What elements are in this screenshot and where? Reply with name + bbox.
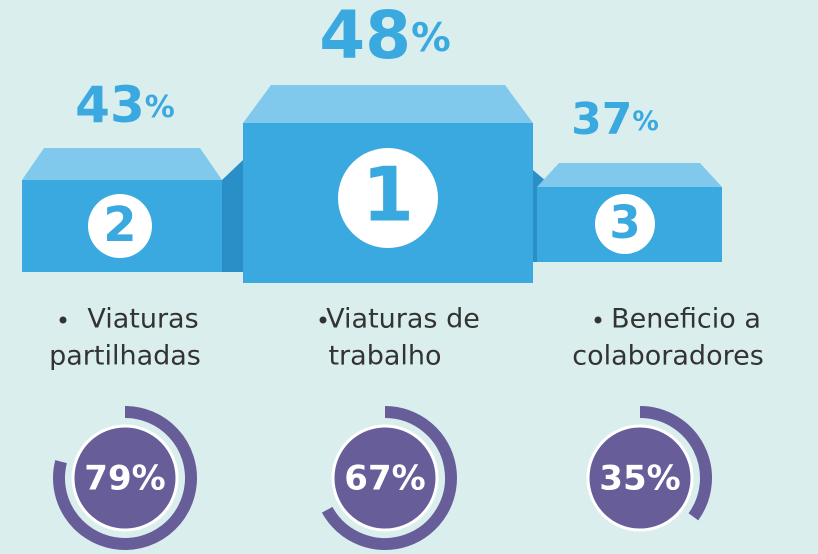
percent-sign: %	[411, 15, 451, 61]
percent-value: 43	[75, 76, 145, 134]
percent-sign: %	[145, 90, 175, 125]
gauge-label: 79%	[84, 459, 165, 499]
bullet	[319, 316, 327, 324]
gauge-label: 67%	[344, 459, 425, 499]
podium-top	[537, 163, 722, 187]
rank-badge	[338, 148, 438, 248]
percent: 43%	[75, 76, 175, 134]
rank-badge	[88, 194, 152, 258]
percent: 48%	[319, 0, 451, 74]
gauge-label: 35%	[599, 459, 680, 499]
gauge-arc	[321, 406, 457, 550]
label-line: colaboradores	[572, 341, 764, 372]
bullet	[594, 316, 602, 324]
label-line: trabalho	[328, 341, 441, 372]
percent-sign: %	[632, 106, 658, 137]
rank-number: 3	[609, 196, 640, 249]
podium-top	[22, 148, 222, 180]
percent-value: 37	[571, 94, 632, 145]
gauge-center	[331, 424, 439, 532]
rank-number: 2	[103, 197, 136, 253]
label-line: partilhadas	[49, 341, 201, 372]
bullet	[59, 316, 67, 324]
podium-side	[222, 160, 243, 272]
rank-badge	[595, 194, 655, 254]
podium-top	[243, 85, 533, 123]
label-line: Viaturas de	[326, 304, 480, 335]
label-line: Beneficio a	[611, 304, 761, 335]
percent-value: 48	[319, 0, 411, 74]
gauge-arc	[53, 406, 197, 550]
rank-number: 1	[362, 151, 414, 239]
gauge-arc	[639, 406, 712, 521]
percent: 37%	[571, 94, 659, 145]
label-line: Viaturas	[87, 304, 198, 335]
gauge-center	[586, 424, 694, 532]
gauge-center	[71, 424, 179, 532]
